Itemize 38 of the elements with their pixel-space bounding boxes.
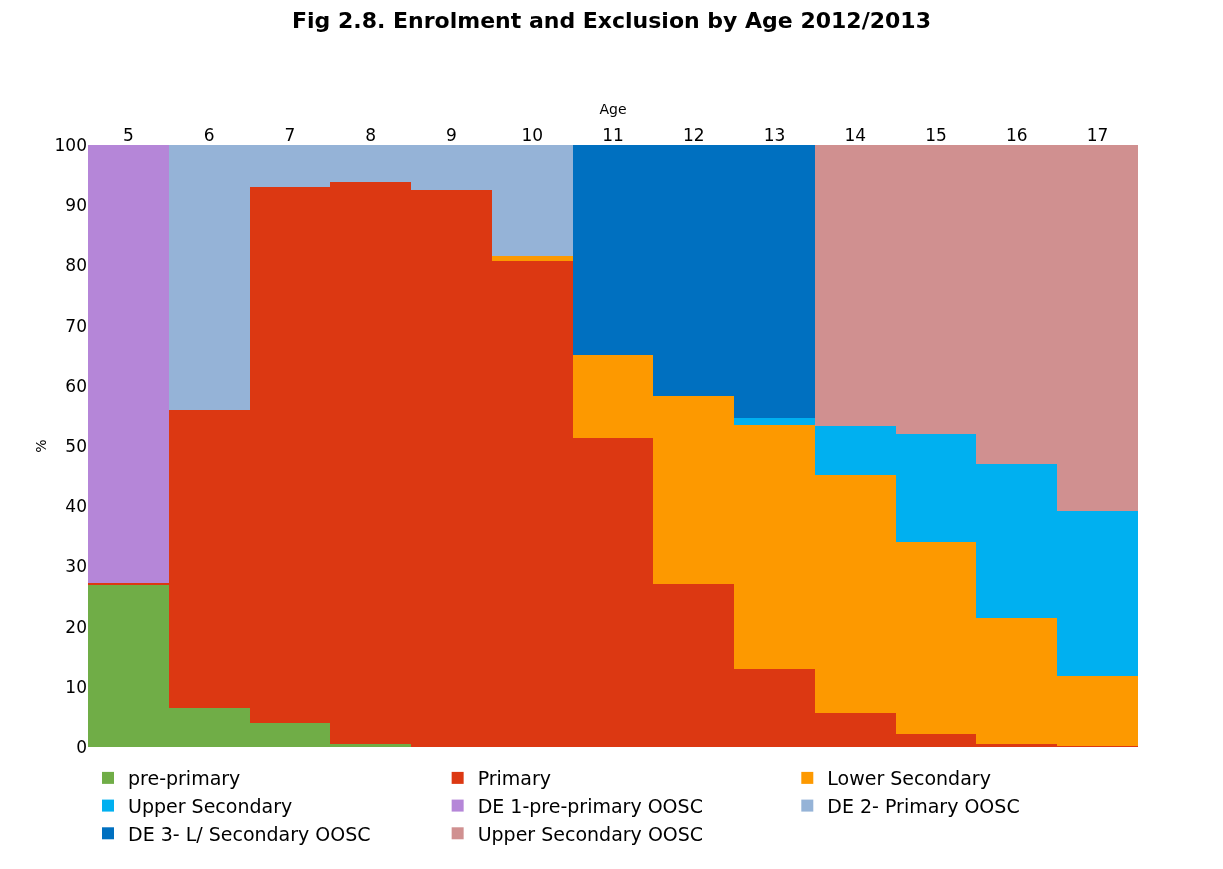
bar	[88, 145, 169, 583]
x-tick-label: 11	[602, 124, 624, 145]
y-tick-label: 0	[76, 736, 87, 757]
x-tick-label: 5	[122, 124, 134, 145]
x-tick-label: 14	[844, 124, 867, 145]
legend-label: Upper Secondary	[128, 795, 293, 817]
legend-label: Primary	[477, 767, 552, 790]
x-tick-label: 10	[521, 124, 544, 145]
y-tick-label: 20	[65, 616, 87, 637]
x-tick-label: 15	[925, 124, 947, 145]
legend-label: Lower Secondary	[827, 767, 991, 790]
y-tick-label: 50	[65, 435, 87, 456]
x-tick-label: 13	[763, 124, 786, 145]
chart-title: Fig 2.8. Enrolment and Exclusion by Age 2012/2013	[292, 8, 931, 34]
y-tick-label: 90	[65, 195, 87, 216]
legend-label: pre-primary	[128, 767, 241, 790]
legend-label: Upper Secondary OOSC	[477, 822, 704, 845]
x-axis-title: Age	[599, 101, 627, 118]
y-tick-label: 60	[65, 375, 87, 396]
y-tick-label: 10	[65, 676, 87, 697]
y-tick-label: 100	[54, 134, 87, 155]
y-axis-title: %	[33, 439, 50, 453]
x-tick-label: 16	[1006, 124, 1028, 145]
legend-label: DE 1-pre-primary OOSC	[477, 795, 703, 817]
bar	[734, 418, 815, 425]
y-tick-label: 70	[65, 315, 87, 336]
y-tick-label: 80	[65, 255, 87, 276]
x-tick-label: 12	[682, 124, 705, 145]
x-tick-label: 9	[446, 124, 457, 145]
legend-label: DE 2- Primary OOSC	[827, 795, 1020, 817]
y-tick-label: 40	[65, 496, 87, 517]
legend-label: DE 3- L/ Secondary OOSC	[128, 822, 371, 845]
x-tick-label: 7	[284, 124, 296, 145]
x-tick-label: 6	[203, 124, 215, 145]
y-tick-label: 30	[65, 556, 87, 577]
x-tick-label: 17	[1086, 124, 1109, 145]
bar	[492, 256, 573, 261]
x-tick-label: 8	[365, 124, 377, 145]
